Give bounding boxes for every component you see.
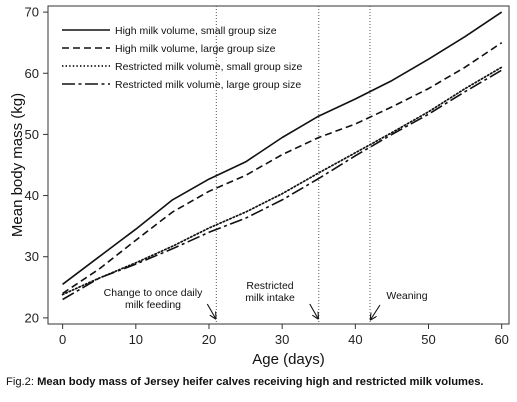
y-tick-label: 30: [25, 249, 39, 264]
annotation-3: Weaning: [371, 290, 428, 319]
y-tick-label: 50: [25, 127, 39, 142]
annotation-text: Change to once daily: [104, 287, 203, 299]
x-tick-label: 40: [348, 332, 362, 347]
legend-label: High milk volume, small group size: [115, 25, 277, 37]
series-line-1: [62, 11, 503, 285]
x-tick-label: 10: [129, 332, 143, 347]
series-line-3: [61, 66, 503, 296]
annotation-arrow: [371, 304, 381, 319]
plot-frame: [47, 5, 510, 325]
series-line-4: [62, 69, 503, 301]
annotation-arrow: [309, 303, 318, 318]
series-line-2: [62, 42, 503, 295]
line-chart: 0 10 20 30 40 50 60 20 30 40 50 60 70 Age (days) Mean …: [9, 5, 510, 368]
legend-label: High milk volume, large group size: [115, 43, 276, 55]
legend-label: Restricted milk volume, small group size: [115, 61, 302, 73]
annotation-text: milk feeding: [125, 299, 181, 311]
legend: High milk volume, small group size High m…: [62, 25, 302, 91]
annotation-text: Restricted: [246, 280, 293, 292]
x-tick-label: 50: [421, 332, 435, 347]
y-axis-title: Mean body mass (kg): [9, 93, 26, 237]
x-tick-label: 60: [494, 332, 508, 347]
x-tick-label: 30: [275, 332, 289, 347]
caption-text: Mean body mass of Jersey heifer calves r…: [37, 376, 484, 388]
annotation-text: Weaning: [386, 290, 427, 302]
x-tick-label: 0: [59, 332, 66, 347]
annotation-text: milk intake: [245, 292, 295, 304]
annotation-arrow: [206, 303, 215, 318]
y-tick-label: 20: [25, 310, 39, 325]
y-tick-label: 70: [25, 5, 39, 20]
y-tick-label: 60: [25, 66, 39, 81]
legend-label: Restricted milk volume, large group size: [115, 79, 301, 91]
x-axis-title: Age (days): [252, 351, 325, 368]
x-tick-label: 20: [202, 332, 216, 347]
figure-caption: Fig.2: Mean body mass of Jersey heifer c…: [6, 376, 514, 388]
y-tick-label: 40: [25, 188, 39, 203]
caption-prefix: Fig.2:: [6, 376, 38, 388]
